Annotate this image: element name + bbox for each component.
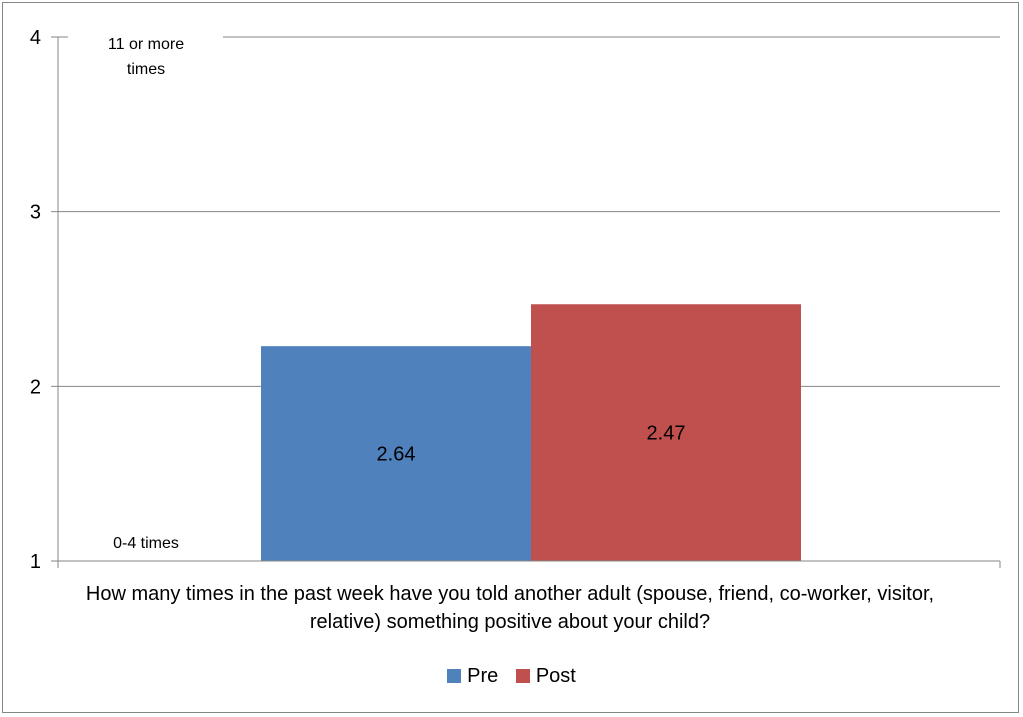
annotation-bottom: 0-4 times [113, 535, 179, 552]
annotation-top: 11 or more times [108, 36, 184, 78]
y-tick-label-4: 4 [30, 27, 41, 49]
legend-swatch-post [515, 669, 530, 683]
bar-post [531, 304, 801, 561]
y-tick-label-1: 1 [30, 551, 41, 573]
legend-swatch-pre [447, 669, 462, 683]
y-tick-label-2: 2 [30, 376, 41, 398]
legend-item-post: Post [515, 663, 576, 689]
legend-item-pre: Pre [447, 663, 498, 689]
bar-pre [261, 346, 531, 561]
data-label-post: 2.47 [647, 423, 686, 445]
y-tick-label-3: 3 [30, 202, 41, 224]
x-category-label: How many times in the past week have you… [85, 583, 935, 633]
legend-label-post: Post [535, 665, 576, 687]
legend-label-pre: Pre [467, 665, 499, 687]
legend: Pre Post [0, 663, 1023, 690]
annotation-top-bg [68, 28, 223, 88]
data-label-pre: 2.64 [377, 444, 416, 466]
